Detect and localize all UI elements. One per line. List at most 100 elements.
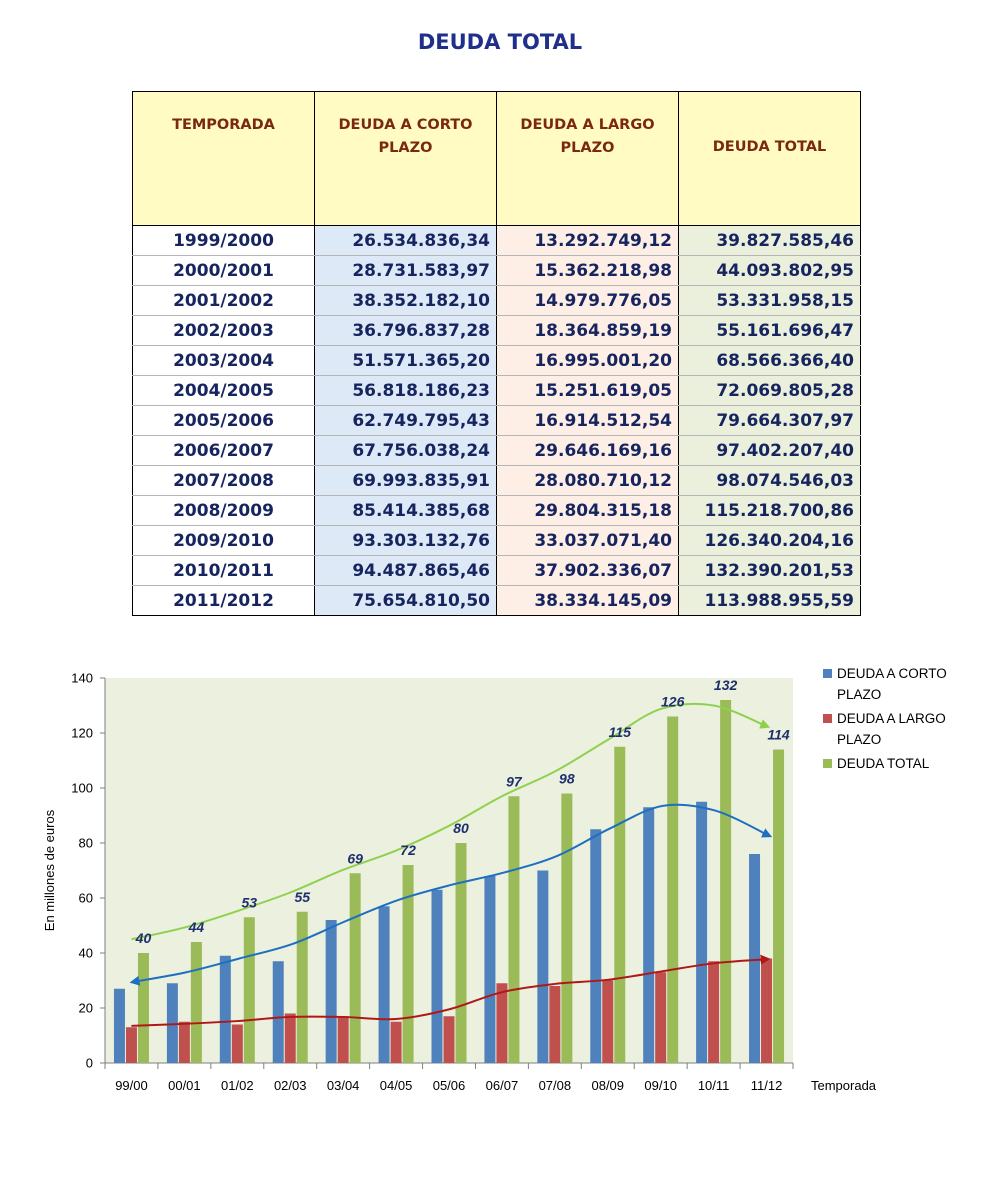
cell-temporada: 2007/2008 [132,465,315,496]
bar-total [773,749,785,1063]
y-tick-label: 60 [79,891,93,906]
bar-total [508,796,520,1063]
bar-corto [272,961,284,1063]
cell-temporada: 2011/2012 [132,585,315,616]
bar-corto [696,801,708,1063]
data-label: 126 [661,694,685,710]
table-row: 1999/2000 26.534.836,34 13.292.749,12 39.82… [132,225,861,256]
cell-largo-plazo: 14.979.776,05 [496,285,679,316]
x-tick-label: 99/00 [115,1078,148,1093]
x-tick-label: 08/09 [591,1078,624,1093]
bar-largo [390,1021,402,1063]
page-title: DEUDA TOTAL [417,30,583,54]
data-label: 55 [294,889,310,905]
table-row: 2007/2008 69.993.835,91 28.080.710,12 98.07… [132,465,861,496]
data-label: 115 [609,724,632,740]
cell-deuda-total: 44.093.802,95 [678,255,861,286]
bar-largo [178,1021,190,1063]
cell-deuda-total: 53.331.958,15 [678,285,861,316]
cell-largo-plazo: 29.804.315,18 [496,495,679,526]
y-axis-title: En millones de euros [42,809,57,931]
data-label: 44 [188,919,205,935]
legend-swatch-largo [823,714,832,723]
table-row: 2006/2007 67.756.038,24 29.646.169,16 97.40… [132,435,861,466]
trend-corto [129,803,773,986]
table-row: 2003/2004 51.571.365,20 16.995.001,20 68.56… [132,345,861,376]
table-row: 2002/2003 36.796.837,28 18.364.859,19 55.16… [132,315,861,346]
x-tick-label: 11/12 [751,1078,783,1093]
cell-corto-plazo: 93.303.132,76 [314,525,497,556]
cell-corto-plazo: 36.796.837,28 [314,315,497,346]
table-row: 2010/2011 94.487.865,46 37.902.336,07 132.3… [132,555,861,586]
cell-corto-plazo: 69.993.835,91 [314,465,497,496]
cell-largo-plazo: 16.914.512,54 [496,405,679,436]
bar-largo [655,972,667,1063]
bar-total [137,953,149,1063]
y-tick-label: 140 [71,671,93,686]
bar-total [561,793,573,1063]
cell-deuda-total: 72.069.805,28 [678,375,861,406]
bar-largo [231,1024,243,1063]
header-largo-plazo: DEUDA A LARGO PLAZO [496,91,679,226]
cell-deuda-total: 126.340.204,16 [678,525,861,556]
cell-largo-plazo: 37.902.336,07 [496,555,679,586]
bar-total [349,873,361,1063]
bar-corto [749,854,761,1063]
bar-largo [284,1013,296,1063]
bar-total [614,746,626,1063]
table-row: 2004/2005 56.818.186,23 15.251.619,05 72.06… [132,375,861,406]
legend-label-total: DEUDA TOTAL [837,756,930,771]
bar-total [190,942,202,1063]
cell-largo-plazo: 29.646.169,16 [496,435,679,466]
cell-largo-plazo: 33.037.071,40 [496,525,679,556]
cell-deuda-total: 113.988.955,59 [678,585,861,616]
cell-temporada: 2010/2011 [132,555,315,586]
bar-total [243,917,255,1063]
cell-deuda-total: 115.218.700,86 [678,495,861,526]
cell-corto-plazo: 26.534.836,34 [314,225,497,256]
bar-corto [643,807,655,1063]
cell-deuda-total: 79.664.307,97 [678,405,861,436]
cell-temporada: 2009/2010 [132,525,315,556]
debt-table: TEMPORADA DEUDA A CORTO PLAZO DEUDA A LA… [132,91,861,616]
legend-label-largo: DEUDA A LARGO PLAZO [837,711,946,747]
bar-corto [431,889,443,1063]
table-row: 2008/2009 85.414.385,68 29.804.315,18 115.2… [132,495,861,526]
y-tick-label: 40 [79,946,93,961]
cell-corto-plazo: 85.414.385,68 [314,495,497,526]
y-tick-label: 80 [79,836,93,851]
debt-chart: 0 20 40 60 80 100 120 140 99/00 00/01 01/02 02/03 03… [42,666,947,1093]
bar-largo [602,980,614,1063]
cell-temporada: 2000/2001 [132,255,315,286]
bar-total [296,911,308,1063]
cell-temporada: 2005/2006 [132,405,315,436]
table-row: 2000/2001 28.731.583,97 15.362.218,98 44.09… [132,255,861,286]
cell-temporada: 2001/2002 [132,285,315,316]
cell-corto-plazo: 56.818.186,23 [314,375,497,406]
cell-temporada: 2002/2003 [132,315,315,346]
table-row: 2009/2010 93.303.132,76 33.037.071,40 126.3… [132,525,861,556]
bar-corto [537,870,549,1063]
bar-largo [125,1027,137,1063]
header-corto-plazo: DEUDA A CORTO PLAZO [314,91,497,226]
y-tick-label: 20 [79,1001,93,1016]
x-tick-label: 09/10 [644,1078,677,1093]
cell-largo-plazo: 28.080.710,12 [496,465,679,496]
header-temporada: TEMPORADA [132,91,315,226]
bar-corto [325,920,337,1063]
data-label: 97 [506,773,523,789]
header-deuda-total: DEUDA TOTAL [678,91,861,226]
bar-largo [761,958,773,1063]
legend-swatch-corto [823,669,832,678]
bar-total [667,716,679,1063]
cell-temporada: 2003/2004 [132,345,315,376]
x-tick-label: 00/01 [168,1078,201,1093]
cell-largo-plazo: 15.362.218,98 [496,255,679,286]
x-axis-title: Temporada [811,1078,877,1093]
bar-corto [590,829,602,1063]
cell-deuda-total: 39.827.585,46 [678,225,861,256]
x-tick-label: 04/05 [380,1078,413,1093]
bar-total [720,700,732,1063]
cell-deuda-total: 55.161.696,47 [678,315,861,346]
data-label: 69 [347,850,363,866]
